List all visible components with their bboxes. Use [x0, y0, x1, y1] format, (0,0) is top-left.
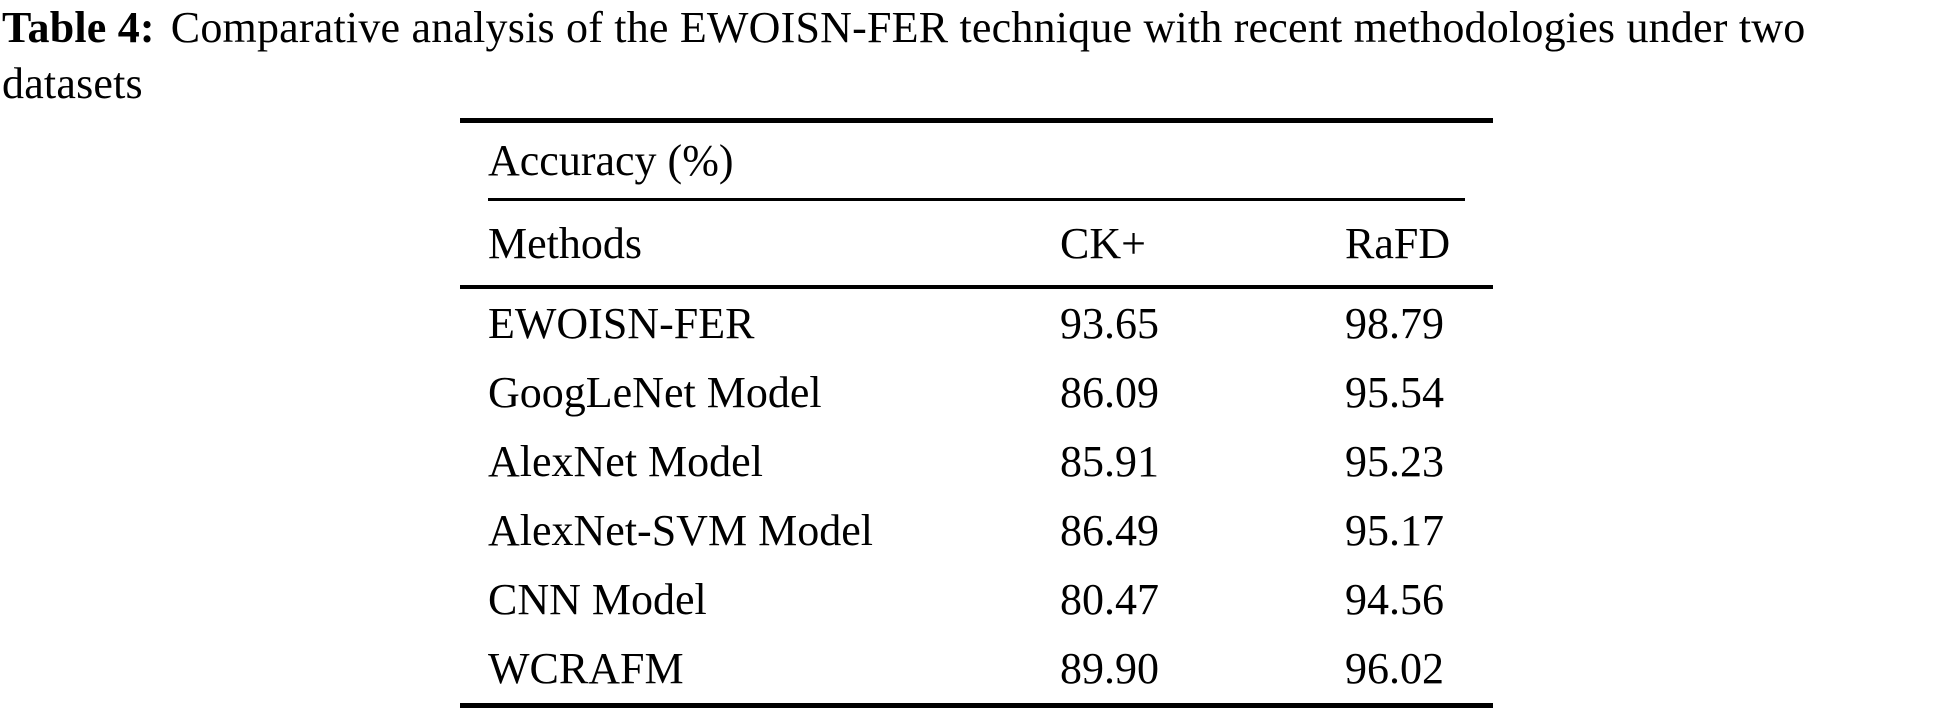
ck-value-cell: 86.49 [1060, 506, 1159, 555]
spanner-header-row: Accuracy (%) [460, 123, 1493, 198]
rafd-value-cell: 95.54 [1345, 368, 1444, 417]
table-top-rule [460, 118, 1493, 123]
table-row: EWOISN-FER 93.65 98.79 [460, 289, 1493, 358]
column-header-ck: CK+ [1060, 218, 1146, 268]
table-row: AlexNet Model 85.91 95.23 [460, 427, 1493, 496]
caption-line-2: datasets [2, 59, 143, 108]
column-header-row: Methods CK+ RaFD [460, 201, 1493, 285]
table-caption: Table 4: Comparative analysis of the EWOI… [2, 0, 1950, 112]
column-header-rafd: RaFD [1345, 218, 1451, 268]
spanner-underline-rule [488, 198, 1465, 201]
method-cell: WCRAFM [488, 644, 684, 693]
ck-value-cell: 86.09 [1060, 368, 1159, 417]
ck-value-cell: 93.65 [1060, 299, 1159, 348]
ck-value-cell: 89.90 [1060, 644, 1159, 693]
table-row: WCRAFM 89.90 96.02 [460, 634, 1493, 703]
method-cell: AlexNet Model [488, 437, 763, 486]
method-cell: CNN Model [488, 575, 707, 624]
table-bottom-rule [460, 703, 1493, 708]
caption-line-1: Table 4: Comparative analysis of the EWOI… [2, 0, 1950, 56]
caption-text: Comparative analysis of the EWOISN-FER t… [170, 3, 1806, 52]
table-row: CNN Model 80.47 94.56 [460, 565, 1493, 634]
header-separator-rule [460, 285, 1493, 289]
table-body: EWOISN-FER 93.65 98.79 GoogLeNet Model 8… [460, 289, 1493, 703]
method-cell: GoogLeNet Model [488, 368, 822, 417]
rafd-value-cell: 94.56 [1345, 575, 1444, 624]
ck-value-cell: 85.91 [1060, 437, 1159, 486]
spanner-header-label: Accuracy (%) [488, 136, 734, 185]
table-row: AlexNet-SVM Model 86.49 95.17 [460, 496, 1493, 565]
table-row: GoogLeNet Model 86.09 95.54 [460, 358, 1493, 427]
ck-value-cell: 80.47 [1060, 575, 1159, 624]
caption-label: Table 4: [2, 3, 155, 52]
method-cell: EWOISN-FER [488, 299, 755, 348]
method-cell: AlexNet-SVM Model [488, 506, 873, 555]
rafd-value-cell: 98.79 [1345, 299, 1444, 348]
rafd-value-cell: 96.02 [1345, 644, 1444, 693]
comparison-table: Accuracy (%) Methods CK+ RaFD EWOISN-FER… [460, 118, 1493, 708]
rafd-value-cell: 95.23 [1345, 437, 1444, 486]
rafd-value-cell: 95.17 [1345, 506, 1444, 555]
column-header-methods: Methods [488, 218, 642, 268]
